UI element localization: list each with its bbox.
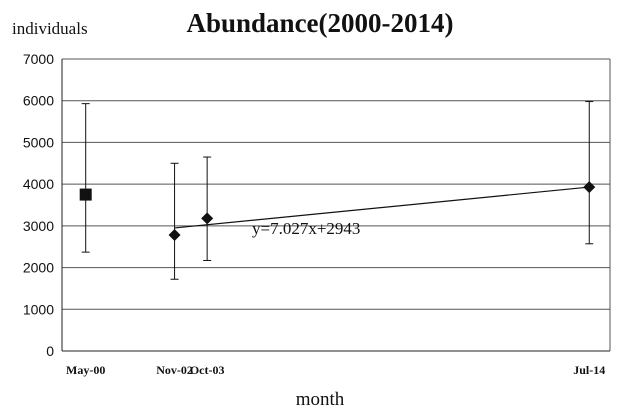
y-tick-7000: 7000 [23,51,54,67]
trendline [174,186,590,229]
y-tick-6000: 6000 [23,93,54,109]
chart-title: Abundance(2000-2014) [186,8,453,38]
x-axis-label: month [296,389,345,410]
data-point-3 [583,181,596,194]
data-point-0 [79,188,92,201]
gridlines [61,58,611,352]
y-tick-1000: 1000 [23,301,54,317]
y-tick-labels: 0 1000 2000 3000 4000 5000 6000 7000 [23,51,54,359]
y-tick-3000: 3000 [23,218,54,234]
data-points [79,101,596,280]
x-tick-Oct-03: Oct-03 [190,363,225,377]
y-tick-2000: 2000 [23,260,54,276]
data-point-2 [201,212,214,225]
data-point-1 [168,229,181,242]
y-axis-label: individuals [12,19,88,38]
y-tick-0: 0 [46,343,54,359]
x-tick-Jul-14: Jul-14 [573,363,605,377]
x-tick-May-00: May-00 [66,363,105,377]
y-tick-4000: 4000 [23,176,54,192]
x-tick-Nov-02: Nov-02 [156,363,193,377]
trendline-group [174,186,590,229]
y-tick-5000: 5000 [23,134,54,150]
trendline-equation: y=7.027x+2943 [252,219,360,238]
